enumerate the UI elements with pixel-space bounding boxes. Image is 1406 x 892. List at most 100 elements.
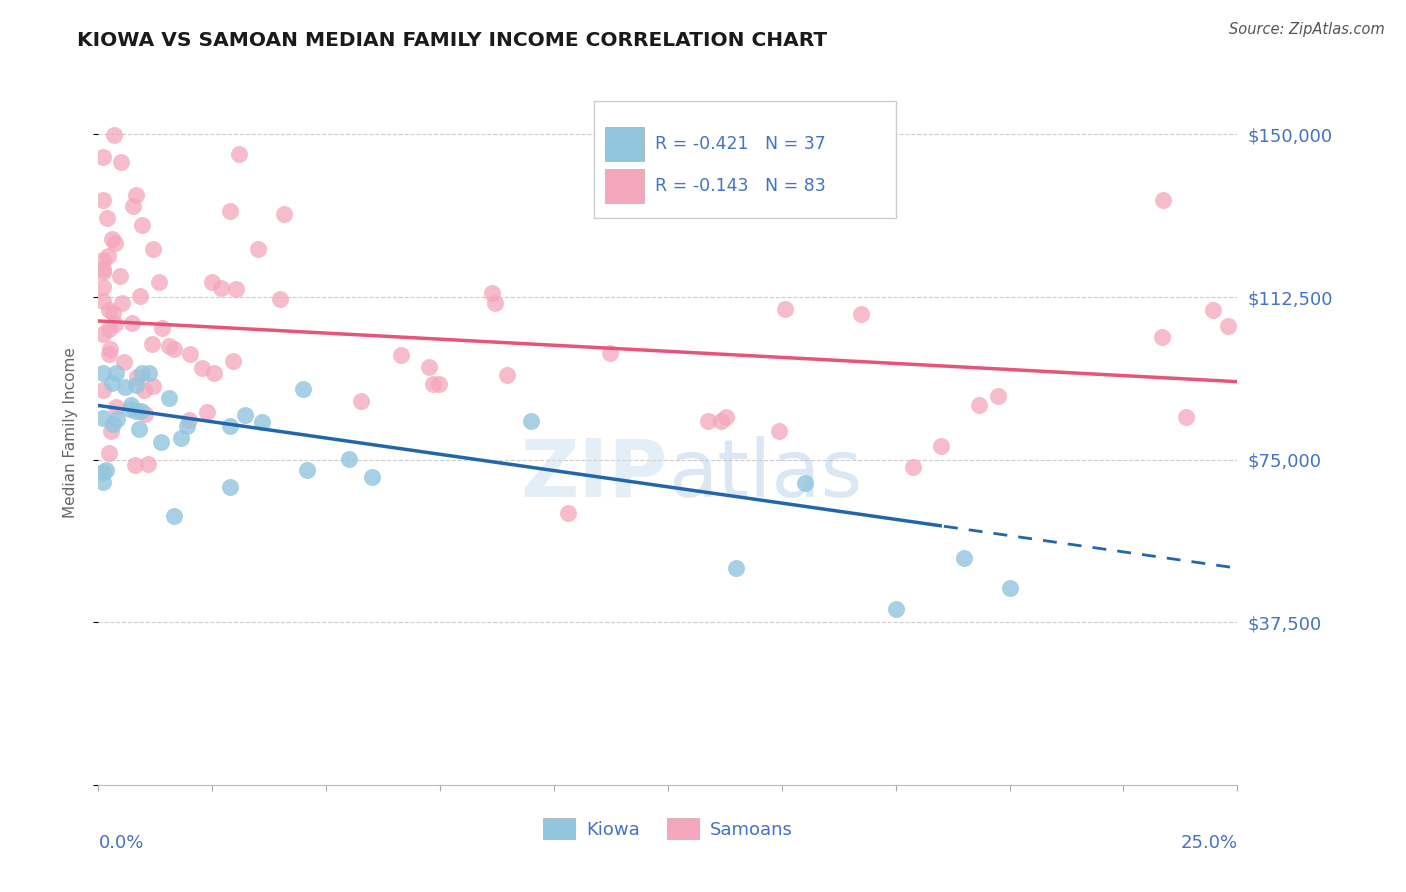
Point bbox=[163, 508, 186, 523]
Point bbox=[104, 317, 127, 331]
Point bbox=[100, 376, 122, 391]
Point bbox=[337, 452, 360, 467]
Point bbox=[418, 360, 440, 375]
Point bbox=[201, 276, 224, 290]
Point bbox=[218, 419, 240, 434]
Point bbox=[557, 506, 579, 520]
Point bbox=[179, 413, 201, 427]
Point bbox=[129, 404, 152, 418]
Point bbox=[129, 288, 152, 302]
Point bbox=[714, 409, 737, 424]
Point bbox=[1150, 330, 1173, 344]
Point bbox=[157, 391, 180, 405]
Point bbox=[142, 378, 165, 392]
Point bbox=[96, 462, 118, 476]
Point bbox=[884, 602, 907, 616]
Point bbox=[134, 407, 156, 421]
Point bbox=[247, 243, 270, 257]
Point bbox=[349, 393, 371, 408]
FancyBboxPatch shape bbox=[593, 102, 896, 218]
Point bbox=[269, 293, 291, 307]
Point bbox=[138, 366, 160, 380]
Point bbox=[218, 480, 240, 494]
Point bbox=[101, 306, 124, 320]
Point bbox=[218, 204, 240, 219]
Point bbox=[91, 252, 114, 267]
Point bbox=[599, 346, 621, 360]
Point bbox=[391, 348, 413, 362]
Point bbox=[484, 295, 506, 310]
Point bbox=[124, 458, 146, 472]
Y-axis label: Median Family Income: Median Family Income bbox=[63, 347, 77, 518]
Point bbox=[105, 411, 128, 425]
Point bbox=[97, 446, 120, 460]
Point bbox=[101, 232, 124, 246]
Legend: Kiowa, Samoans: Kiowa, Samoans bbox=[536, 811, 800, 847]
Point bbox=[120, 398, 142, 412]
Point bbox=[112, 354, 135, 368]
Text: atlas: atlas bbox=[668, 436, 862, 514]
Text: R = -0.143   N = 83: R = -0.143 N = 83 bbox=[655, 178, 827, 195]
Point bbox=[793, 476, 815, 491]
Point bbox=[1202, 302, 1225, 317]
Point bbox=[98, 321, 121, 335]
Point bbox=[111, 296, 134, 310]
Point bbox=[91, 326, 114, 341]
Point bbox=[987, 389, 1010, 403]
Point bbox=[176, 418, 198, 433]
Point bbox=[110, 268, 132, 283]
Point bbox=[97, 346, 120, 360]
Point bbox=[138, 457, 160, 471]
Point bbox=[131, 218, 153, 232]
Point bbox=[481, 285, 503, 300]
Point bbox=[100, 424, 122, 438]
Point bbox=[157, 339, 180, 353]
Point bbox=[1152, 193, 1174, 207]
Point bbox=[149, 434, 172, 449]
Point bbox=[101, 417, 124, 432]
Point bbox=[422, 377, 444, 392]
Point bbox=[114, 380, 136, 394]
Point bbox=[998, 581, 1021, 595]
Point bbox=[273, 207, 295, 221]
Point bbox=[104, 366, 127, 380]
Point bbox=[91, 279, 114, 293]
Point bbox=[96, 211, 118, 226]
Point bbox=[97, 249, 120, 263]
Point bbox=[132, 383, 155, 397]
Point bbox=[91, 475, 114, 490]
Point bbox=[929, 439, 952, 453]
Point bbox=[121, 316, 143, 330]
FancyBboxPatch shape bbox=[605, 169, 644, 203]
Point bbox=[128, 422, 150, 436]
Point bbox=[131, 366, 153, 380]
Point bbox=[91, 466, 114, 480]
Point bbox=[163, 342, 186, 356]
Point bbox=[104, 400, 127, 414]
Text: 25.0%: 25.0% bbox=[1180, 834, 1237, 852]
Point bbox=[768, 425, 790, 439]
Point bbox=[104, 235, 127, 250]
Point bbox=[360, 469, 382, 483]
Point bbox=[91, 366, 114, 380]
Point bbox=[252, 415, 274, 429]
Point bbox=[710, 414, 733, 428]
Point bbox=[125, 187, 148, 202]
Point bbox=[91, 265, 114, 279]
Point bbox=[98, 303, 121, 318]
Text: ZIP: ZIP bbox=[520, 436, 668, 514]
Point bbox=[125, 404, 148, 418]
Text: KIOWA VS SAMOAN MEDIAN FAMILY INCOME CORRELATION CHART: KIOWA VS SAMOAN MEDIAN FAMILY INCOME COR… bbox=[77, 31, 828, 50]
Point bbox=[967, 398, 990, 412]
Point bbox=[496, 368, 519, 383]
Point bbox=[179, 347, 201, 361]
Point bbox=[118, 401, 141, 416]
Point bbox=[91, 193, 114, 207]
Point bbox=[953, 550, 976, 565]
Point bbox=[91, 293, 114, 308]
Point bbox=[903, 460, 925, 475]
Point bbox=[150, 321, 173, 335]
Point bbox=[1174, 409, 1197, 424]
Point bbox=[233, 408, 256, 422]
Point bbox=[98, 342, 121, 356]
